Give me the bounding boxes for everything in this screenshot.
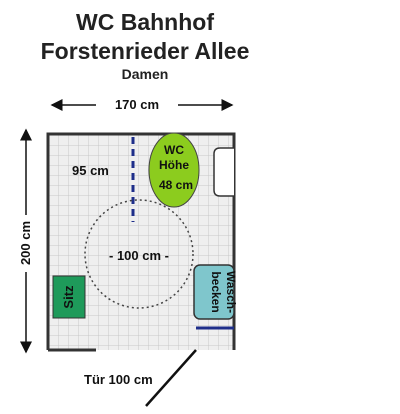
wc-label-line1: WC [164, 143, 184, 157]
door-leaf [145, 349, 197, 407]
door-label: Tür 100 cm [84, 372, 153, 387]
title-line-2: Forstenrieder Allee [40, 38, 250, 64]
sink [193, 264, 235, 320]
room-wall [46, 132, 236, 350]
wc-toilet [148, 132, 200, 208]
width-label: 170 cm [115, 97, 159, 112]
title-line-1: WC Bahnhof [76, 9, 214, 35]
wc-label-line3: 48 cm [159, 178, 193, 192]
distance-label: 95 cm [72, 163, 109, 178]
wc-label-line2: Höhe [159, 158, 189, 172]
seat-label: Sitz [61, 285, 76, 309]
turning-circle [84, 199, 194, 309]
subtitle: Damen [121, 66, 169, 82]
turning-circle-label: - 100 cm - [109, 248, 169, 263]
sink-label-line1: Wasch- [224, 271, 238, 313]
height-label: 200 cm [18, 221, 33, 265]
wall-fixture [213, 147, 234, 197]
seat [52, 275, 86, 319]
sink-label-line2: becken [209, 271, 223, 312]
